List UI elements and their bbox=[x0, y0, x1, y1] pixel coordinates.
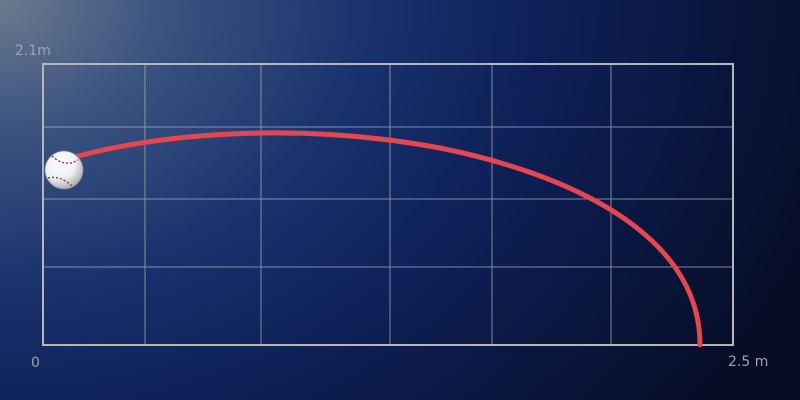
x-axis-max-label: 2.5 m bbox=[728, 354, 768, 370]
x-axis-min-label: 0 bbox=[31, 355, 40, 371]
plot-frame bbox=[42, 63, 734, 346]
grid bbox=[43, 64, 733, 345]
trajectory-curve bbox=[61, 130, 703, 348]
baseball-icon[interactable] bbox=[44, 150, 84, 190]
y-axis-max-label: 2.1m bbox=[15, 43, 51, 59]
